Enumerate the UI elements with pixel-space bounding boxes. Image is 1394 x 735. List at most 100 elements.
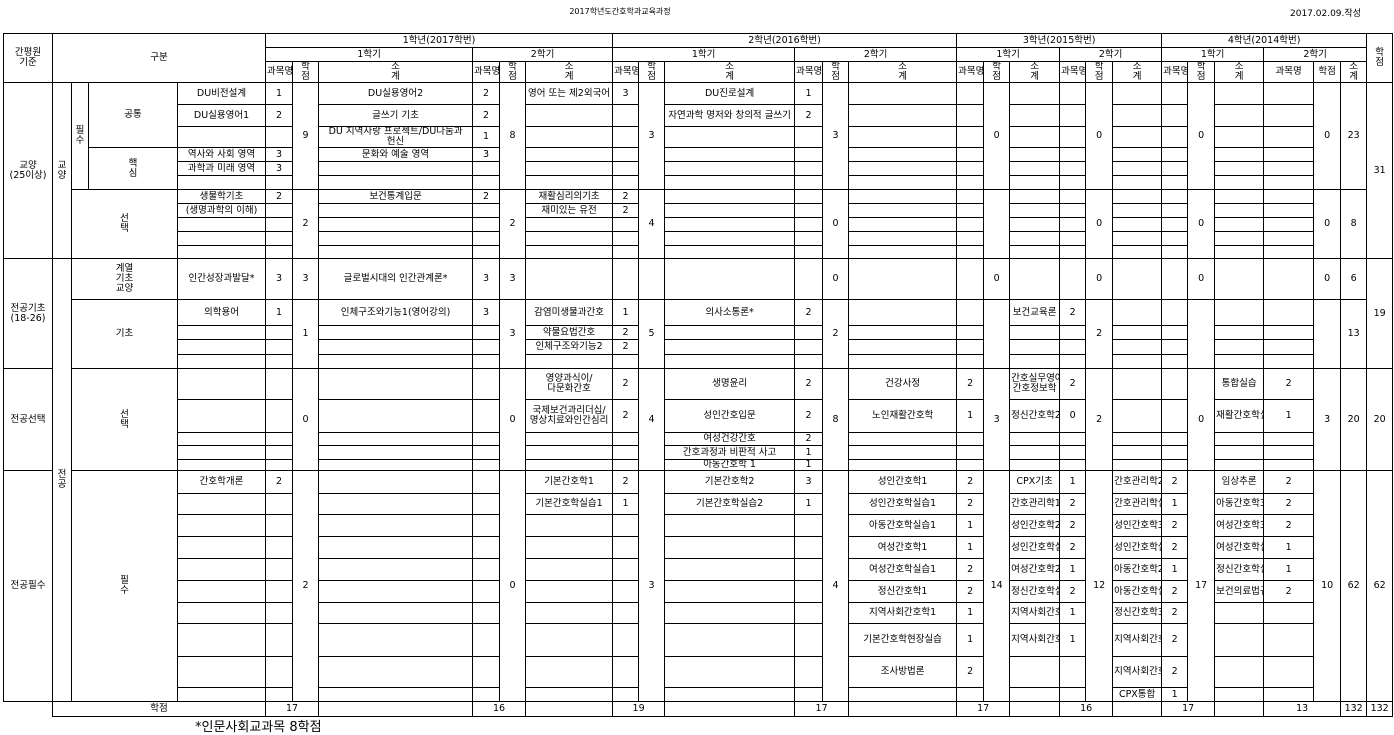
course-credit — [1059, 175, 1087, 190]
course-credit — [1161, 339, 1189, 355]
course-name: 아동간호학 1 — [664, 459, 796, 471]
course-name: 여성간호학2 — [1009, 558, 1061, 581]
course-credit — [265, 126, 294, 148]
footer-empty — [1214, 701, 1265, 717]
course-credit — [612, 459, 640, 471]
footer-total: 132 — [1340, 701, 1368, 717]
course-name: 성인간호학실습2 — [1009, 536, 1061, 559]
course-name — [176, 558, 267, 581]
course-name: 임상추론 — [1214, 470, 1265, 494]
course-credit: 1 — [1161, 687, 1189, 702]
table-row: 과학과 미래 영역 3 — [4, 161, 1393, 176]
standard-label: 전공필수 — [3, 470, 53, 702]
course-name — [318, 399, 474, 433]
course-name — [1214, 354, 1265, 369]
course-credit — [472, 325, 501, 340]
course-credit — [612, 602, 640, 624]
course-credit: 1 — [956, 536, 985, 559]
semester-subtotal: 14 — [983, 470, 1011, 702]
course-credit: 3 — [265, 147, 294, 162]
semester-subtotal: 2 — [292, 189, 320, 259]
semester-total: 17 — [794, 701, 850, 717]
course-name — [525, 354, 614, 369]
course-credit: 1 — [265, 299, 294, 326]
course-name: 성인간호학3 — [1112, 514, 1163, 537]
semester-header: 1학기 — [956, 47, 1061, 62]
course-name — [1112, 82, 1163, 105]
course-credit — [1059, 258, 1087, 300]
course-name: 지역사회간호학실습1 — [1009, 623, 1061, 657]
course-credit: 3 — [794, 470, 824, 494]
column-subtotal: 소계 — [1214, 61, 1265, 83]
column-course-name: 과목명 — [1263, 61, 1315, 83]
column-course-name: 과목명 — [472, 61, 501, 83]
course-credit — [265, 459, 294, 471]
course-name — [176, 126, 267, 148]
course-credit — [472, 432, 501, 446]
course-name — [1112, 175, 1163, 190]
course-credit — [1263, 104, 1315, 127]
course-credit — [265, 339, 294, 355]
course-name — [1009, 231, 1061, 246]
course-name: 지역사회간호학2 — [1009, 602, 1061, 624]
course-name — [176, 623, 267, 657]
column-subtotal: 소계 — [318, 61, 474, 83]
course-name: 역사와 사회 영역 — [176, 147, 267, 162]
table-row: 전공필수 필수 간호학개론 2 2 0 기본간호학1 2 3 기본간호학2 3 4 성인간호학1 2 14 C… — [3, 470, 1394, 702]
course-credit — [265, 536, 294, 559]
table-row — [4, 175, 1393, 190]
course-name — [848, 203, 958, 218]
course-credit — [956, 175, 985, 190]
course-credit — [1059, 217, 1087, 232]
course-credit — [472, 161, 501, 176]
course-credit — [472, 623, 501, 657]
course-credit: 3 — [612, 82, 640, 105]
course-credit — [612, 536, 640, 559]
course-name — [1214, 231, 1265, 246]
course-credit: 2 — [265, 189, 294, 204]
course-credit — [612, 175, 640, 190]
group-label-basic: 기초 — [71, 299, 178, 369]
course-name — [1214, 175, 1265, 190]
course-credit — [956, 687, 985, 702]
course-name — [1009, 175, 1061, 190]
header-total-credit-text: 학점 — [1375, 47, 1385, 68]
footnote: *인문사회교과목 8학점 — [195, 720, 322, 735]
course-name: 의사소통론* — [664, 299, 796, 326]
table-row: 간호과정과 비판적 사고 1 — [4, 445, 1393, 460]
course-name — [318, 217, 474, 232]
course-name: DU진로설계 — [664, 82, 796, 105]
course-name: 건강사정 — [848, 368, 958, 400]
course-name — [525, 432, 614, 446]
course-name: 간호과정과 비판적 사고 — [664, 445, 796, 460]
column-subtotal: 소계 — [1340, 61, 1368, 83]
course-name — [848, 258, 958, 300]
column-credit: 학점 — [1085, 61, 1114, 83]
course-name: 재활간호학실습 — [1214, 399, 1265, 433]
course-credit — [1263, 189, 1315, 204]
course-name — [1112, 258, 1163, 300]
course-name — [318, 493, 474, 515]
table-row: 여성건강간호 2 — [4, 432, 1393, 446]
column-course-name: 과목명 — [794, 61, 824, 83]
course-name — [318, 203, 474, 218]
course-credit: 2 — [794, 299, 824, 326]
table-row: 여성간호학실습12여성간호학21아동간호학21정신간호학실습21 — [4, 558, 1393, 581]
course-name — [318, 580, 474, 603]
course-name — [318, 459, 474, 471]
course-name: 통합실습 — [1214, 368, 1265, 400]
course-name — [664, 339, 796, 355]
course-credit: 1 — [794, 445, 824, 460]
course-name — [1112, 231, 1163, 246]
course-credit — [265, 203, 294, 218]
semester-subtotal: 0 — [822, 189, 850, 259]
course-name — [1214, 258, 1265, 300]
course-credit: 2 — [956, 580, 985, 603]
column-credit-text: 학점 — [992, 61, 1001, 82]
course-name — [525, 161, 614, 176]
course-name — [1112, 354, 1163, 369]
course-credit — [956, 203, 985, 218]
course-credit: 2 — [612, 368, 640, 400]
course-credit: 2 — [1263, 368, 1315, 400]
table-row: 핵심 역사와 사회 영역 3 문화와 예술 영역 3 — [4, 147, 1393, 190]
